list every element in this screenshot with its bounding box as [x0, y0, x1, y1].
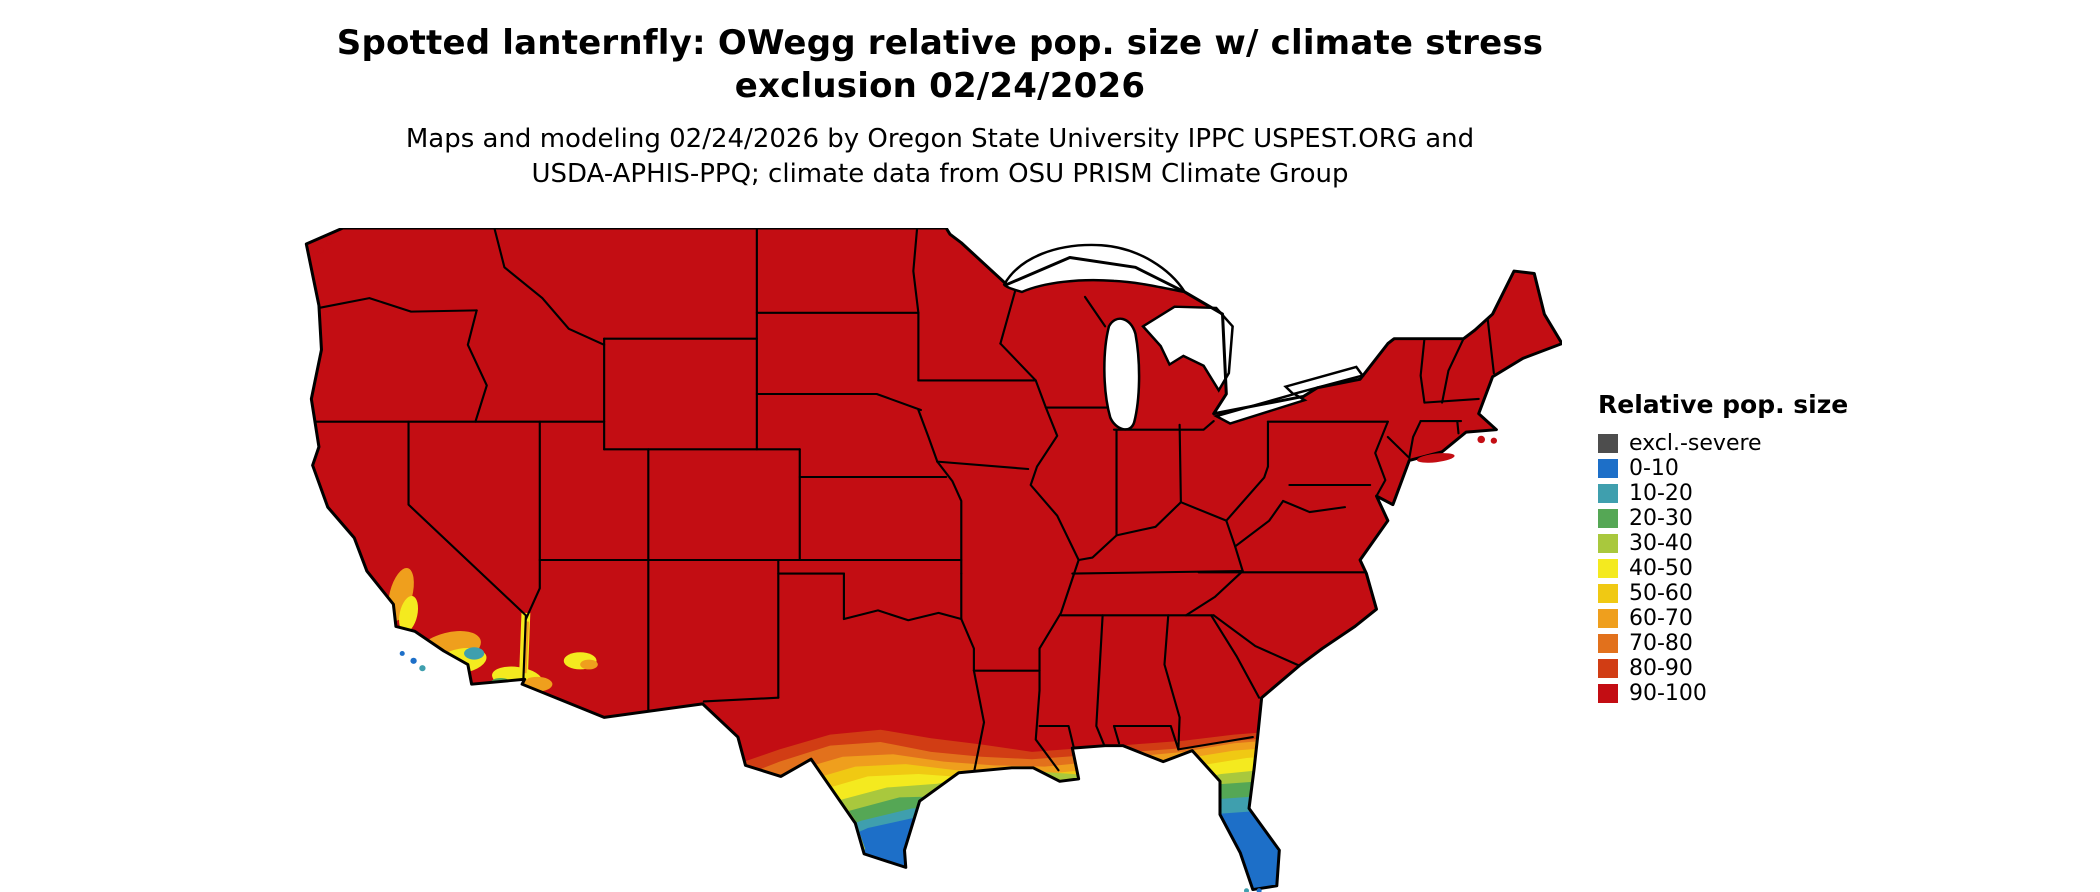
band-0-10 — [819, 809, 1323, 890]
patch-phoenix-orange — [580, 659, 598, 670]
legend-swatch — [1598, 509, 1618, 528]
legend-swatch — [1598, 559, 1618, 578]
legend-item-label: excl.-severe — [1629, 431, 1762, 456]
legend-item-label: 70-80 — [1629, 631, 1693, 656]
island-speck-channel-3 — [399, 650, 405, 656]
patch-socal-teal — [464, 647, 485, 660]
page-title-line2: exclusion 02/24/2026 — [734, 66, 1146, 106]
legend-item: 60-70 — [1598, 606, 1848, 631]
legend-swatch — [1598, 434, 1618, 453]
legend-item-label: 80-90 — [1629, 656, 1693, 681]
legend-item: 40-50 — [1598, 556, 1848, 581]
legend-item-label: 0-10 — [1629, 456, 1679, 481]
lake-huron — [1141, 305, 1234, 393]
legend-item: excl.-severe — [1598, 431, 1848, 456]
legend-swatch — [1598, 659, 1618, 678]
legend-swatch — [1598, 634, 1618, 653]
legend-item: 90-100 — [1598, 681, 1848, 706]
map-svg — [304, 228, 1562, 892]
lake-superior — [1002, 243, 1188, 294]
island-speck-keys-2 — [1243, 888, 1250, 892]
legend-swatch — [1598, 459, 1618, 478]
us-outline — [304, 228, 1562, 892]
legend-swatch — [1598, 484, 1618, 503]
legend-item: 20-30 — [1598, 506, 1848, 531]
legend-item-label: 50-60 — [1629, 581, 1693, 606]
state-borders — [311, 228, 1495, 774]
legend-item-label: 10-20 — [1629, 481, 1693, 506]
island-speck-wa-2 — [326, 239, 332, 244]
patch-central-valley-yellow — [399, 595, 419, 633]
patch-socal-green — [426, 659, 454, 675]
page-title: Spotted lanternfly: OWegg relative pop. … — [300, 22, 1580, 108]
legend-item: 30-40 — [1598, 531, 1848, 556]
legend-swatch — [1598, 609, 1618, 628]
page-subtitle-line1: Maps and modeling 02/24/2026 by Oregon S… — [405, 124, 1475, 154]
legend-item: 80-90 — [1598, 656, 1848, 681]
legend-title: Relative pop. size — [1598, 390, 1849, 419]
legend-swatch — [1598, 684, 1618, 703]
island-speck-wa-1 — [317, 247, 324, 254]
legend-items: excl.-severe 0-10 10-20 20-30 30-40 40-50 50-6… — [1598, 431, 1848, 706]
island-speck-ne-2 — [1490, 437, 1498, 444]
legend-swatch — [1598, 584, 1618, 603]
island-speck-keys-1 — [1256, 888, 1262, 892]
island-speck-channel-1 — [410, 657, 417, 664]
page-subtitle-line2: USDA-APHIS-PPQ; climate data from OSU PR… — [531, 159, 1349, 189]
legend-item-label: 60-70 — [1629, 606, 1693, 631]
island-speck-ne-1 — [1477, 435, 1486, 444]
legend-item-label: 30-40 — [1629, 531, 1693, 556]
legend-item-label: 40-50 — [1629, 556, 1693, 581]
legend-item-label: 20-30 — [1629, 506, 1693, 531]
colorado-river-fringe-inner — [522, 621, 530, 674]
legend-item: 0-10 — [1598, 456, 1848, 481]
legend-item: 70-80 — [1598, 631, 1848, 656]
legend-swatch — [1598, 534, 1618, 553]
page-title-line1: Spotted lanternfly: OWegg relative pop. … — [336, 23, 1544, 63]
lake-michigan — [1103, 317, 1141, 431]
us-choropleth-map — [300, 228, 1562, 892]
page-subtitle: Maps and modeling 02/24/2026 by Oregon S… — [300, 122, 1580, 192]
patch-socal-blue — [423, 655, 439, 666]
legend-item: 10-20 — [1598, 481, 1848, 506]
legend: Relative pop. size excl.-severe 0-10 10-20… — [1598, 390, 1848, 706]
legend-item-label: 90-100 — [1629, 681, 1707, 706]
island-speck-channel-2 — [419, 665, 426, 672]
long-island — [1417, 453, 1455, 463]
legend-item: 50-60 — [1598, 581, 1848, 606]
